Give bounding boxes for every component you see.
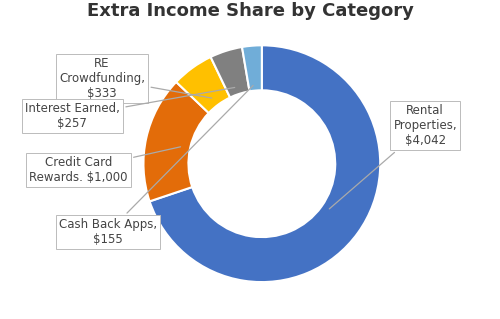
Wedge shape (242, 45, 262, 91)
Title: Extra Income Share by Category: Extra Income Share by Category (86, 3, 413, 20)
Wedge shape (210, 47, 250, 98)
Text: Rental
Properties,
$4,042: Rental Properties, $4,042 (330, 104, 457, 209)
Text: RE
Crowdfunding,
$333: RE Crowdfunding, $333 (59, 57, 212, 100)
Text: Interest Earned,
$257: Interest Earned, $257 (25, 87, 234, 130)
Text: Credit Card
Rewards. $1,000: Credit Card Rewards. $1,000 (29, 147, 180, 184)
Wedge shape (176, 57, 230, 113)
Text: Cash Back Apps,
$155: Cash Back Apps, $155 (59, 85, 253, 246)
Wedge shape (150, 45, 380, 282)
Wedge shape (144, 82, 208, 201)
